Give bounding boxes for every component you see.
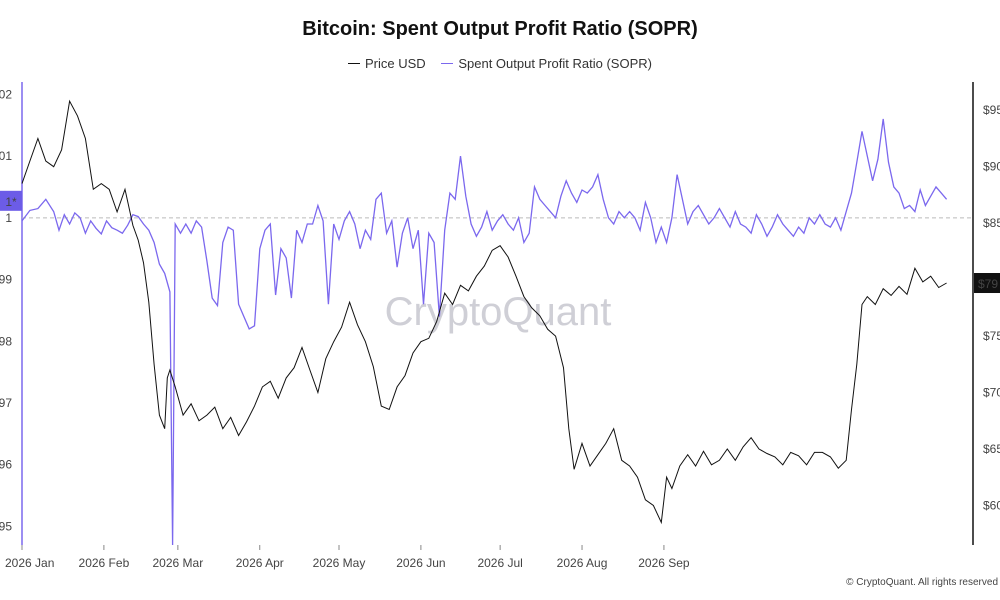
legend-swatch-price [348, 63, 361, 64]
legend-label-price: Price USD [365, 56, 426, 71]
y-right-tick-label: $85K [983, 216, 1000, 230]
x-tick-label: 2026 Jun [396, 556, 445, 570]
y-right-tick-label: $70K [983, 386, 1000, 400]
price-series-line [21, 99, 947, 525]
y-right-tick-label: $95K [983, 103, 1000, 117]
legend-item-sopr[interactable]: Spent Output Profit Ratio (SOPR) [441, 56, 652, 71]
y-left-tick-label: 1.01 [0, 149, 12, 163]
y-left-tick-label: 1.02 [0, 87, 12, 101]
y-left-tick-label: 0.96 [0, 458, 12, 472]
sopr-current-marker-label: 1* [5, 195, 17, 209]
plot-area: 1.02 1.01 1 0.99 0.98 0.97 0.96 0.95 $95K $90K $85… [0, 82, 1000, 570]
watermark: CryptoQuant [385, 290, 612, 334]
price-current-marker [974, 273, 1000, 294]
y-right-tick-label: $75K [983, 329, 1000, 343]
chart-title: Bitcoin: Spent Output Profit Ratio (SOPR… [302, 18, 698, 40]
y-left-tick-label: 0.95 [0, 519, 12, 533]
x-tick-label: 2026 Feb [79, 556, 130, 570]
legend-item-price[interactable]: Price USD [348, 56, 426, 71]
x-tick-label: 2026 Mar [153, 556, 204, 570]
x-tick-label: 2026 Sep [638, 556, 690, 570]
sopr-series-line [21, 118, 948, 546]
y-right-tick-label: $60K [983, 498, 1000, 512]
copyright-credit: © CryptoQuant. All rights reserved [846, 577, 998, 588]
y-right-tick-label: $90K [983, 160, 1000, 174]
x-tick-label: 2026 Aug [557, 556, 608, 570]
x-tick-label: 2026 May [313, 556, 366, 570]
price-current-marker-label: $79 [978, 277, 998, 291]
y-right-tick-label: $65K [983, 442, 1000, 456]
legend-swatch-sopr [441, 63, 454, 64]
legend: Price USD Spent Output Profit Ratio (SOP… [0, 52, 1000, 71]
y-left-tick-label: 1 [5, 211, 12, 225]
sopr-current-marker [0, 190, 22, 211]
y-left-tick-label: 0.99 [0, 273, 12, 287]
x-tick-label: 2026 Apr [236, 556, 284, 570]
x-tick-label: 2026 Jul [477, 556, 522, 570]
y-left-tick-label: 0.97 [0, 396, 12, 410]
y-left-tick-label: 0.98 [0, 334, 12, 348]
x-tick-label: 2026 Jan [5, 556, 54, 570]
legend-label-sopr: Spent Output Profit Ratio (SOPR) [458, 56, 652, 71]
